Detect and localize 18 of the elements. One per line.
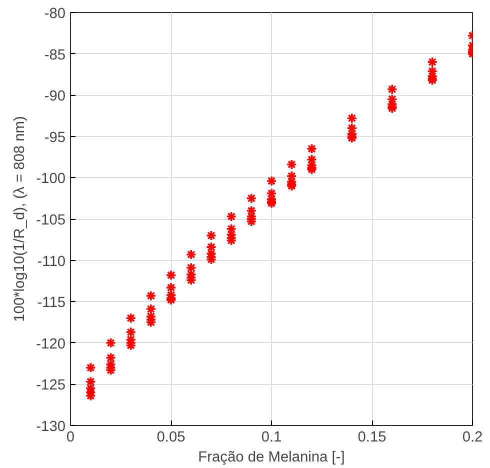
- y-tick-label: -110: [37, 254, 66, 270]
- y-tick-label: -130: [36, 419, 66, 435]
- y-tick-label: -100: [36, 171, 66, 188]
- y-tick-label: -105: [36, 212, 66, 228]
- y-axis-title: 100*log10(1/R_d), (λ = 808 nm): [12, 116, 28, 322]
- y-tick-label: -120: [36, 336, 66, 352]
- x-tick-label: 0.05: [156, 430, 186, 446]
- x-tick-label: 0.2: [462, 430, 483, 446]
- y-tick-label: -125: [36, 378, 66, 394]
- x-axis-title: Fração de Melanina [-]: [198, 450, 345, 466]
- x-tick-label: 0.1: [261, 430, 282, 446]
- y-tick-label: -90: [44, 88, 66, 105]
- y-tick-label: -115: [37, 295, 66, 312]
- x-tick-label: 0: [66, 430, 75, 446]
- y-tick-label: -85: [44, 47, 66, 64]
- y-tick-label: -95: [44, 130, 66, 146]
- x-tick-label: 0.15: [358, 430, 386, 446]
- y-tick-label: -80: [44, 6, 66, 22]
